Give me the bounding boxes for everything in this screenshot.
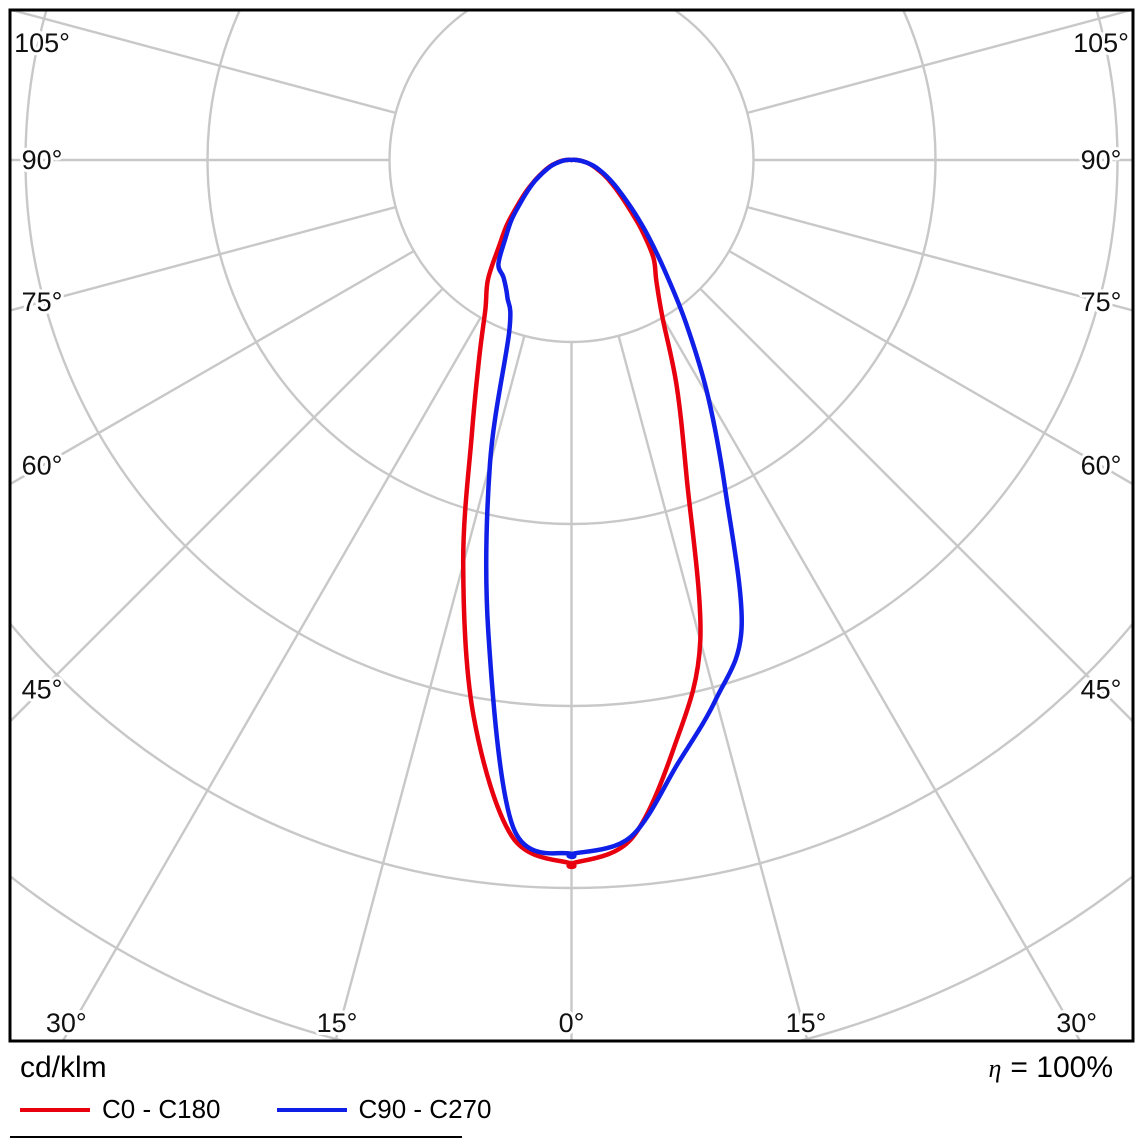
- gamma-label: 0°: [559, 1008, 585, 1038]
- units-label: cd/klm: [20, 1051, 107, 1084]
- gamma-label: 45°: [1081, 675, 1122, 705]
- gamma-label: 105°: [14, 28, 70, 58]
- intensity-curves: [460, 157, 744, 870]
- gamma-label: 90°: [1081, 145, 1122, 175]
- gamma-label: 15°: [786, 1008, 827, 1038]
- gamma-label: 60°: [22, 451, 63, 481]
- gamma-label: 90°: [22, 145, 63, 175]
- legend-underline: [10, 1136, 462, 1138]
- eta-value: = 100%: [1010, 1051, 1113, 1084]
- gamma-label: 30°: [46, 1008, 87, 1038]
- legend: C0 - C180 C90 - C270: [0, 1094, 1143, 1125]
- legend-swatch-red-line: [20, 1107, 90, 1112]
- legend-label-c90-c270: C90 - C270: [358, 1094, 492, 1124]
- legend-label-c0-c180: C0 - C180: [102, 1094, 221, 1124]
- gamma-label: 45°: [22, 675, 63, 705]
- chart-footer: cd/klm η = 100% C0 - C180 C90 - C270: [0, 1043, 1143, 1143]
- gamma-label: 75°: [22, 287, 63, 317]
- plot-border: [8, 8, 1135, 1043]
- gamma-label: 30°: [1056, 1008, 1097, 1038]
- gamma-labels: 0° 15° 15° 30° 30° 45° 45° 60° 60° 75° 75° 90° 90° 10…: [11, 25, 1132, 1041]
- gamma-label: 15°: [317, 1008, 358, 1038]
- eta-symbol: η: [988, 1054, 1002, 1083]
- legend-swatch-blue-line: [276, 1107, 347, 1112]
- gamma-label: 75°: [1081, 287, 1122, 317]
- legend-item-c0-c180: C0 - C180: [20, 1094, 221, 1125]
- gamma-label: 60°: [1081, 451, 1122, 481]
- gamma-label: 105°: [1073, 28, 1129, 58]
- efficiency-label: η = 100%: [989, 1051, 1114, 1085]
- footer-row: cd/klm η = 100%: [0, 1043, 1143, 1085]
- curve-c90-c270: [483, 157, 744, 860]
- legend-item-c90-c270: C90 - C270: [276, 1094, 492, 1125]
